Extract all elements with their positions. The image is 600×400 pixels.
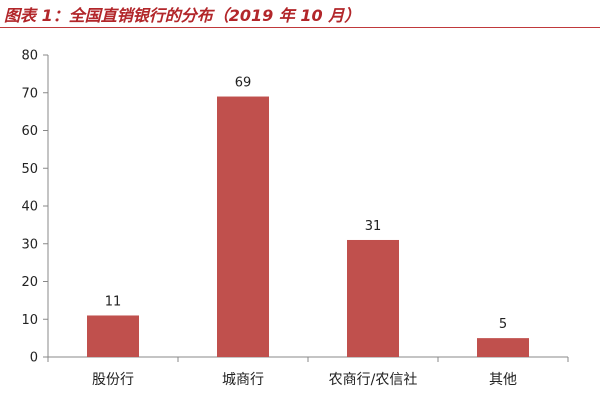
data-label: 11	[105, 294, 122, 309]
y-tick-label: 10	[21, 313, 38, 328]
bar	[87, 315, 139, 357]
x-category-label: 其他	[489, 372, 517, 388]
chart-title: 图表 1：全国直销银行的分布（2019 年 10 月）	[4, 6, 361, 25]
data-label: 31	[365, 219, 382, 234]
x-category-label: 股份行	[92, 372, 134, 388]
y-tick-label: 60	[21, 124, 38, 139]
bar	[477, 338, 529, 357]
y-tick-label: 30	[21, 237, 38, 252]
x-category-label: 城商行	[222, 372, 264, 388]
bar	[217, 96, 269, 358]
y-tick-label: 50	[21, 162, 38, 177]
y-tick-label: 70	[21, 86, 38, 101]
bar	[347, 239, 399, 357]
data-label: 69	[235, 76, 252, 91]
data-label: 5	[499, 317, 507, 332]
y-tick-label: 0	[30, 351, 38, 366]
y-tick-label: 80	[21, 49, 38, 64]
title-divider	[0, 27, 600, 28]
y-tick-label: 20	[21, 275, 38, 290]
x-category-label: 农商行/农信社	[329, 372, 418, 388]
y-tick-label: 40	[21, 200, 38, 215]
